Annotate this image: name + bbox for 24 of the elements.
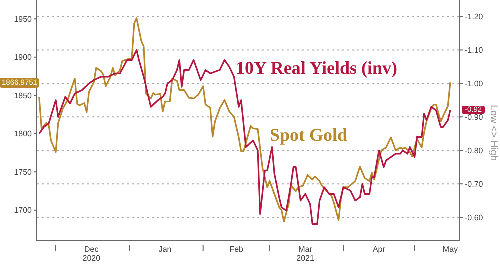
y2-tick-label: -0.60 — [465, 213, 484, 222]
y-tick-label: 1850 — [14, 91, 33, 100]
series-label: 10Y Real Yields (inv) — [236, 58, 398, 78]
y2-tick-label: -0.80 — [465, 146, 484, 156]
x-tick-label: Apr — [372, 245, 386, 254]
y-tick-label: 1700 — [14, 206, 33, 216]
x-tick-label: Jan — [158, 245, 172, 254]
line-series — [38, 49, 452, 226]
series-label: Spot Gold — [270, 125, 348, 145]
y2-tick-label: -1.20 — [465, 12, 484, 22]
y2-axis-title: Low <> High — [488, 105, 499, 162]
y-tick-label: 1750 — [14, 168, 33, 177]
y2-tick-label: -0.70 — [465, 180, 484, 189]
y-tick-label: 1950 — [14, 14, 33, 24]
y-tick-label: 1800 — [14, 130, 33, 139]
y2-tick-label: -1.10 — [465, 46, 484, 56]
y2-tick-label: -0.90 — [465, 112, 484, 122]
x-tick-label: Dec 2020 — [82, 245, 102, 263]
x-tick-label: May — [442, 245, 458, 254]
x-tick-label: Mar 2021 — [296, 245, 315, 263]
x-tick-label: Feb — [230, 245, 244, 254]
y2-tick-label: -1.00 — [465, 80, 484, 89]
line-series — [38, 18, 452, 223]
y-tick-label: 1900 — [14, 53, 33, 62]
